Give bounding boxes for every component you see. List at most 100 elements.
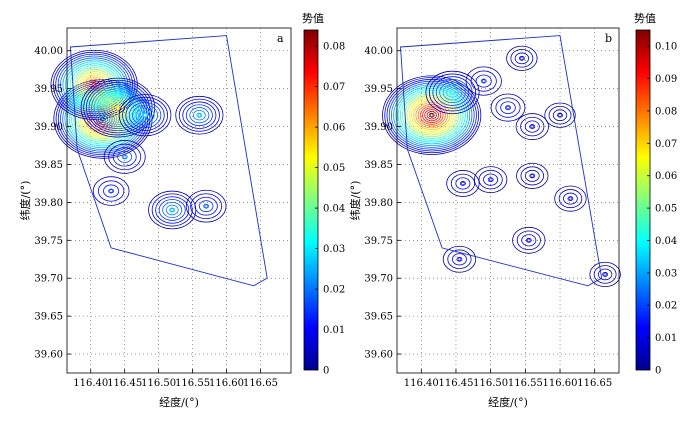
panel-a-colorbar-tick-label: 0.02: [323, 285, 345, 296]
panel-a-contour-line: [162, 201, 183, 219]
panel-a-contour-line: [85, 81, 150, 134]
panel-b-contour-line: [456, 256, 463, 262]
panel-a-y-axis-title: 纬度/(°): [18, 181, 32, 221]
panel-a-colorbar-tick-label: 0.03: [323, 244, 345, 255]
panel-b-contour-line: [567, 196, 574, 202]
panel-a-contour-line: [190, 193, 223, 220]
panel-b-y-axis-title: 纬度/(°): [348, 181, 362, 221]
panel-a-contour-line: [169, 207, 176, 213]
panel-b-contour-line: [455, 177, 471, 190]
panel-a-y-tick-label: 39.80: [34, 198, 63, 209]
panel-a-colorbar-tick-label: 0.05: [323, 163, 345, 174]
panel-a-x-tick-label: 116.50: [141, 378, 176, 389]
panel-a-contour-line: [189, 107, 210, 124]
panel-a-contour-line: [194, 196, 218, 216]
panel-b-peak-point: [482, 79, 486, 83]
panel-b-contour-line: [483, 173, 499, 186]
panel-a-contour-line: [103, 140, 146, 174]
panel-a-contour-line: [91, 82, 98, 88]
panel-b-contour-line: [435, 79, 470, 106]
panel-a-contour-line: [155, 196, 190, 224]
panel-b-contour-line: [514, 52, 530, 65]
panel-b-colorbar-tick-label: 0.08: [655, 106, 677, 117]
panel-a-contour-line: [198, 200, 214, 213]
panel-a-peak-point: [116, 105, 120, 110]
panel-b-contour-line: [402, 91, 462, 139]
panel-b-contour-line: [589, 261, 621, 288]
panel-b-y-tick-label: 39.90: [364, 122, 393, 133]
panel-b-contour-line: [439, 81, 466, 104]
panel-b-peak-point: [488, 177, 493, 182]
panel-a-study-area-outline: [69, 35, 268, 287]
panel-a-colorbar-tick-label: 0.07: [323, 82, 345, 93]
panel-b-peak-point: [603, 272, 607, 277]
panel-b-colorbar-tick-label: 0.06: [655, 171, 677, 182]
panel-b-contour-line: [399, 89, 464, 141]
panel-b-contour-line: [552, 109, 568, 121]
panel-a-contour-line: [196, 112, 203, 118]
panel-b-y-tick-label: 39.65: [364, 312, 393, 323]
panel-b-contour-line: [512, 226, 546, 254]
panel-b: 116.40 116.45 116.50 116.55 116.60 116.65 39.…: [348, 12, 677, 409]
panel-a-y-tick-label: 39.90: [34, 122, 63, 133]
panel-b-contour-line: [558, 189, 583, 209]
panel-a-peak-point: [122, 155, 127, 159]
panel-a-x-tick-label: 116.45: [107, 378, 142, 389]
panel-b-colorbar-bar: [635, 29, 651, 371]
panel-a-y-tick-label: 39.95: [34, 84, 63, 95]
panel-a-contour-line: [135, 107, 155, 123]
panel-a-contour-line: [104, 96, 132, 119]
panel-b-peak-point: [530, 174, 534, 178]
panel-b-contour-line: [521, 234, 537, 247]
panel-a-contour-line: [92, 176, 130, 206]
panel-b-contour-line: [524, 120, 540, 133]
panel-b-contour-line: [428, 112, 435, 118]
panel-b-contour-line: [487, 177, 494, 183]
panel-b-colorbar-title: 势值: [634, 12, 656, 25]
panel-b-contour-line: [474, 166, 508, 194]
panel-b-colorbar-tick-label: 0.09: [655, 74, 677, 85]
panel-b-colorbar-tick-label: 0.02: [655, 301, 677, 312]
panel-a-contour-line: [138, 110, 152, 121]
panel-b-contour-line: [432, 76, 473, 109]
panel-a-contour-line: [91, 109, 115, 129]
panel-a-colorbar-tick-label: 0.04: [323, 204, 345, 215]
panel-a-y-ticks: 39.60 39.65 39.70 39.75 39.80 39.85 39.90 39.95…: [34, 46, 71, 361]
panel-b-colorbar-tick-label: 0.03: [655, 268, 677, 279]
panel-b-contour-line: [554, 185, 587, 212]
panel-b-contour-line: [391, 82, 473, 148]
panel-a-peak-point: [109, 189, 113, 193]
panel-b-contour-line: [506, 45, 538, 71]
panel-a-contour-line: [52, 51, 136, 118]
panel-a-y-tick-label: 39.70: [34, 274, 63, 285]
panel-a-contours: [50, 49, 227, 230]
panel-b-colorbar-tick-label: 0.10: [655, 42, 677, 53]
panel-a-contour-line: [60, 57, 129, 113]
panel-b-y-tick-label: 39.80: [364, 198, 393, 209]
panel-b-contour-line: [557, 112, 563, 118]
panel-a-contour-line: [108, 188, 115, 194]
panel-b-peak-point: [506, 105, 510, 110]
panel-a-contour-line: [103, 184, 120, 198]
panel-b-contour-line: [529, 124, 536, 129]
panel-b-contour-line: [597, 268, 613, 281]
panel-b-contour-line: [470, 70, 497, 92]
panel-a-contour-line: [101, 94, 135, 121]
panel-b-contour-line: [520, 116, 545, 137]
panel-a-contour-line: [121, 154, 128, 160]
panel-b-peak-point: [568, 196, 573, 201]
panel-b-contour-line: [382, 75, 482, 155]
panel-a-contour-line: [158, 199, 186, 221]
panel-b-contour-line: [447, 249, 472, 269]
panel-a-contour-line: [182, 101, 217, 129]
panel-a-contour-line: [128, 102, 162, 129]
panel-b-contour-line: [525, 237, 532, 243]
panel-a-contour-line: [57, 55, 131, 115]
panel-a-contour-line: [185, 189, 227, 223]
panel-b-colorbar-tick-label: 0.07: [655, 139, 677, 150]
panel-a-x-tick-label: 116.65: [243, 378, 278, 389]
panel-a-contour-line: [112, 103, 124, 113]
panel-b-contour-line: [446, 87, 459, 98]
panel-a-colorbar-tick-label: 0.01: [323, 325, 345, 336]
panel-a-x-tick-label: 116.60: [209, 378, 244, 389]
